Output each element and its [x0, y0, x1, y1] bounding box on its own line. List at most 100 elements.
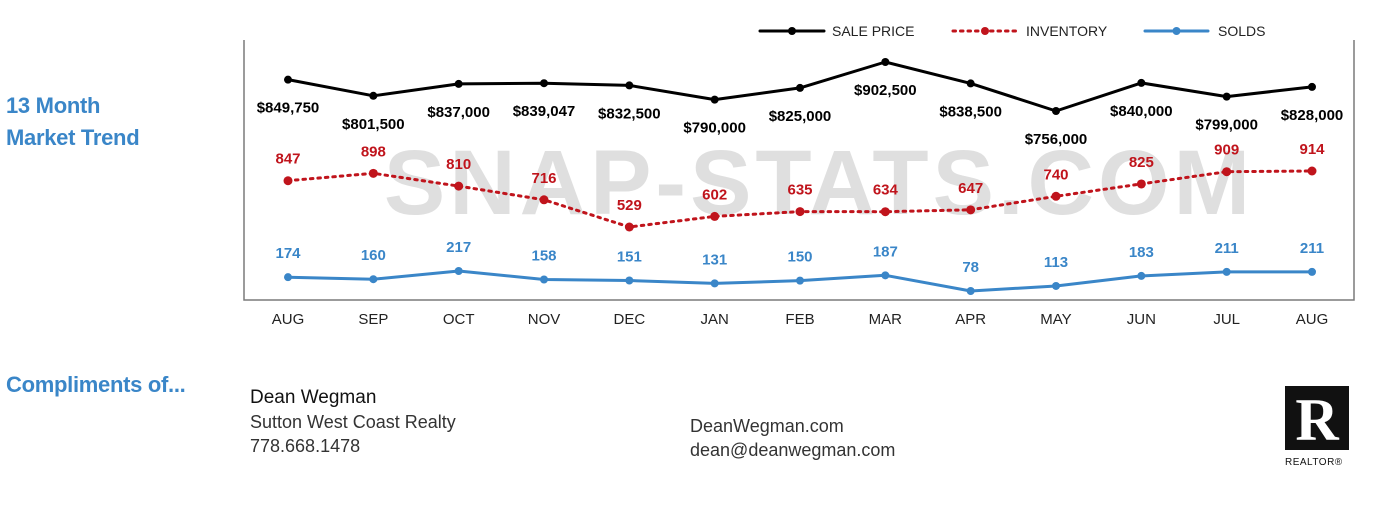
- x-tick-label: JUN: [1127, 311, 1156, 328]
- x-tick-label: DEC: [613, 311, 645, 328]
- data-label: 150: [787, 249, 812, 266]
- legend-label: INVENTORY: [1026, 23, 1108, 39]
- data-label: $902,500: [854, 82, 917, 99]
- x-tick-label: MAR: [869, 311, 903, 328]
- agent-name: Dean Wegman: [250, 387, 377, 408]
- data-point: [881, 58, 890, 66]
- data-label: $839,047: [513, 103, 576, 120]
- legend-item-solds: SOLDS: [1143, 23, 1265, 39]
- data-label: $840,000: [1110, 103, 1173, 120]
- data-label: 740: [1043, 166, 1068, 183]
- realtor-r-icon: R: [1285, 386, 1349, 453]
- data-label: 187: [873, 243, 898, 260]
- data-point: [966, 205, 976, 215]
- data-point: [1052, 107, 1060, 115]
- data-label: $828,000: [1281, 107, 1344, 124]
- chart-title: 13 Month Market Trend: [6, 90, 140, 154]
- x-tick-label: SEP: [358, 311, 388, 328]
- plot-frame: [243, 40, 1355, 301]
- legend-item-sale-price: SALE PRICE: [758, 23, 914, 39]
- data-point: [625, 81, 634, 90]
- data-point: [710, 95, 719, 104]
- x-tick-label: FEB: [785, 311, 814, 328]
- data-label: 847: [275, 151, 300, 168]
- data-label: 914: [1299, 141, 1325, 158]
- legend-label: SOLDS: [1218, 23, 1265, 39]
- data-label: 602: [702, 186, 727, 203]
- data-point: [283, 176, 293, 186]
- data-label: $799,000: [1195, 117, 1258, 134]
- data-point: [624, 222, 634, 232]
- data-point: [1307, 166, 1317, 176]
- title-line-1: 13 Month: [6, 93, 101, 118]
- data-label: 217: [446, 239, 471, 256]
- agent-website[interactable]: DeanWegman.com: [690, 416, 844, 436]
- realtor-logo: R REALTOR®: [1285, 386, 1365, 468]
- data-point: [966, 287, 975, 295]
- legend-item-inventory: INVENTORY: [951, 23, 1108, 39]
- data-point: [1222, 92, 1231, 101]
- data-point: [1137, 78, 1146, 87]
- data-label: 211: [1300, 240, 1324, 257]
- trend-chart: SNAP-STATS.COM AUG SEP OCT NOV DEC JAN FEB MAR AP…: [243, 23, 1355, 328]
- data-label: 529: [617, 197, 642, 214]
- data-label: 211: [1215, 240, 1239, 257]
- data-label: $801,500: [342, 116, 405, 133]
- agent-company: Sutton West Coast Realty: [250, 412, 456, 432]
- data-label: 113: [1044, 254, 1068, 271]
- realtor-mark: R: [1295, 387, 1339, 450]
- data-point: [1222, 267, 1231, 276]
- legend-marker: [788, 27, 796, 35]
- data-point: [1137, 271, 1146, 280]
- x-tick-label: NOV: [528, 311, 561, 328]
- x-tick-label: MAY: [1040, 311, 1071, 328]
- agent-email[interactable]: dean@deanwegman.com: [690, 440, 896, 460]
- data-point: [1308, 82, 1316, 91]
- data-label: 158: [531, 247, 556, 264]
- legend-marker: [981, 27, 989, 35]
- data-label: $790,000: [683, 120, 746, 137]
- data-label: 174: [275, 245, 301, 262]
- data-point: [966, 79, 975, 88]
- data-label: 151: [617, 248, 642, 265]
- x-tick-label: AUG: [272, 311, 305, 328]
- data-point: [710, 211, 720, 221]
- compliments-label: Compliments of...: [6, 372, 186, 397]
- data-point: [796, 276, 804, 285]
- data-label: 716: [531, 170, 556, 187]
- data-point: [1051, 191, 1061, 201]
- data-point: [369, 91, 378, 100]
- data-point: [540, 275, 548, 284]
- data-point: [796, 83, 804, 92]
- data-label: $756,000: [1025, 131, 1088, 148]
- x-tick-label: JUL: [1213, 311, 1240, 328]
- realtor-text: REALTOR®: [1285, 457, 1343, 468]
- data-point: [368, 168, 378, 178]
- data-label: $838,500: [939, 103, 1002, 120]
- data-label: 160: [361, 247, 386, 264]
- data-label: 909: [1214, 142, 1239, 159]
- watermark: SNAP-STATS.COM: [384, 132, 1254, 234]
- data-label: $825,000: [769, 108, 832, 125]
- data-point: [284, 273, 292, 282]
- data-label: 634: [873, 182, 899, 199]
- data-point: [710, 279, 719, 288]
- contact-info: DeanWegman.com dean@deanwegman.com: [690, 414, 895, 462]
- x-tick-label: APR: [955, 311, 986, 328]
- data-label: 825: [1129, 154, 1154, 171]
- data-point: [1222, 167, 1232, 177]
- data-point: [795, 207, 805, 217]
- x-tick-label: JAN: [700, 311, 728, 328]
- data-point: [625, 276, 634, 285]
- x-tick-label: OCT: [443, 311, 475, 328]
- data-label: $832,500: [598, 105, 661, 122]
- data-label: 647: [958, 180, 983, 197]
- data-point: [1052, 281, 1060, 290]
- data-label: 810: [446, 156, 471, 173]
- agent-phone: 778.668.1478: [250, 436, 361, 456]
- data-point: [284, 75, 292, 84]
- legend-label: SALE PRICE: [832, 23, 914, 39]
- data-label: $837,000: [427, 104, 490, 121]
- data-label: 78: [962, 259, 979, 276]
- data-label: 635: [787, 182, 812, 199]
